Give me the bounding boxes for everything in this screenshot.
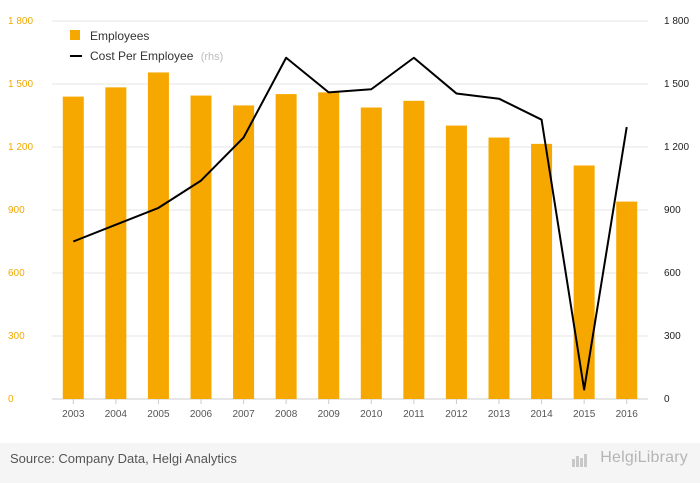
cost-per-employee-line-group: [72, 56, 628, 391]
left-tick-label: 1 800: [8, 16, 33, 27]
helgi-logo-icon: [572, 454, 587, 467]
employees-bar: [360, 107, 382, 400]
legend-swatch-employees: [70, 30, 80, 40]
legend-rhs-note: (rhs): [201, 51, 224, 63]
employees-bar: [147, 72, 169, 399]
employees-bar: [531, 143, 553, 399]
x-tick-label: 2003: [62, 409, 85, 420]
x-tick-label: 2006: [190, 409, 213, 420]
x-tick-label: 2013: [488, 409, 511, 420]
employees-bar: [318, 92, 340, 400]
employees-bar: [573, 165, 595, 399]
right-axis: 0 300 600 900 1 200 1 500 1 800: [664, 16, 689, 405]
employees-bar: [403, 100, 425, 400]
x-axis: 2003 2004 2005 2006 2007 2008 2009 2010 2011 2012…: [62, 399, 638, 420]
brand-text: HelgiLibrary: [600, 449, 688, 466]
employees-bar: [62, 96, 84, 399]
legend-label-cost-per-employee: Cost Per Employee (rhs): [90, 49, 223, 63]
employees-bar: [105, 87, 127, 400]
right-tick-label: 1 200: [664, 142, 689, 153]
x-tick-label: 2009: [318, 409, 341, 420]
left-tick-label: 300: [8, 331, 25, 342]
employees-bar: [275, 94, 297, 399]
employees-bar: [445, 125, 467, 399]
x-tick-label: 2008: [275, 409, 298, 420]
x-tick-label: 2010: [360, 409, 383, 420]
x-tick-label: 2007: [232, 409, 255, 420]
right-tick-label: 900: [664, 205, 681, 216]
x-tick-label: 2011: [403, 409, 425, 420]
gridlines: [52, 20, 648, 400]
left-tick-label: 600: [8, 268, 25, 279]
x-tick-label: 2016: [616, 409, 639, 420]
legend-label-employees: Employees: [90, 29, 149, 43]
left-axis: 0 300 600 900 1 200 1 500 1 800: [8, 16, 33, 405]
right-tick-label: 1 800: [664, 16, 689, 27]
employees-bar: [233, 105, 255, 400]
employees-bar: [616, 201, 638, 399]
left-tick-label: 1 200: [8, 142, 33, 153]
right-tick-label: 0: [664, 394, 670, 405]
right-tick-label: 1 500: [664, 79, 689, 90]
left-tick-label: 900: [8, 205, 25, 216]
employees-bars: [62, 72, 638, 400]
employees-bar: [190, 95, 212, 400]
footer-bar: [0, 443, 700, 483]
x-tick-label: 2005: [147, 409, 170, 420]
cost-per-employee-line: [72, 56, 628, 391]
source-text: Source: Company Data, Helgi Analytics: [10, 451, 237, 466]
employees-bar: [488, 137, 510, 400]
x-tick-label: 2014: [530, 409, 553, 420]
left-tick-label: 1 500: [8, 79, 33, 90]
left-tick-label: 0: [8, 394, 14, 405]
right-tick-label: 300: [664, 331, 681, 342]
x-tick-label: 2015: [573, 409, 596, 420]
right-tick-label: 600: [664, 268, 681, 279]
x-tick-label: 2004: [105, 409, 128, 420]
legend-label-cost-text: Cost Per Employee: [90, 49, 194, 63]
x-tick-label: 2012: [445, 409, 468, 420]
legend: Employees Cost Per Employee (rhs): [70, 29, 223, 63]
combo-chart: 0 300 600 900 1 200 1 500 1 800 0 300 600 900 1 20…: [8, 16, 689, 420]
